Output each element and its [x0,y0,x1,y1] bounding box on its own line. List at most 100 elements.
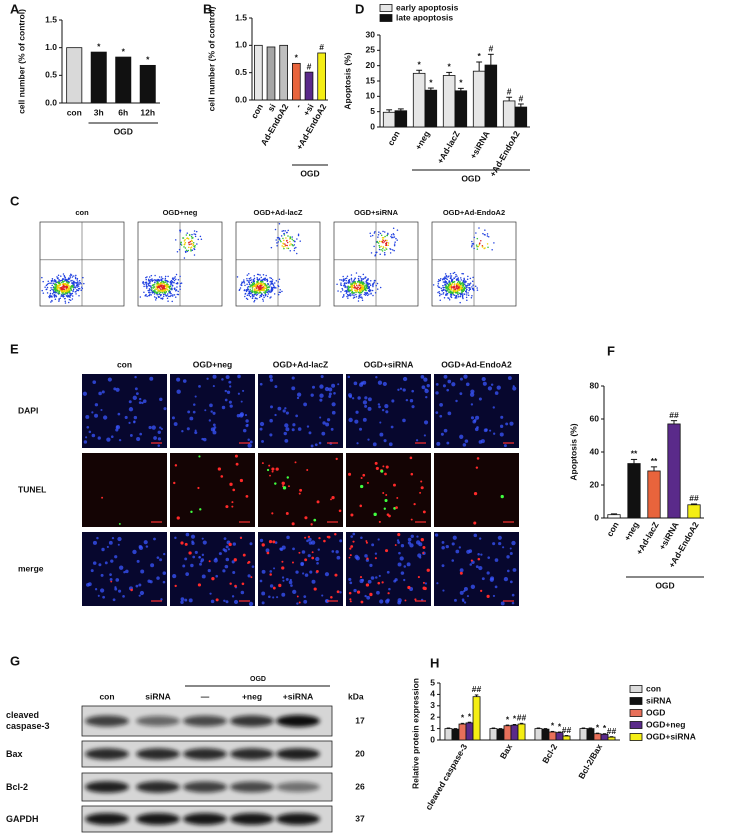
event-dot [287,235,289,237]
event-dot [170,279,173,282]
event-dot [354,286,357,288]
event-dot [456,278,459,281]
cells [434,533,517,606]
event-dot [293,249,295,252]
y-tick-label: 1.0 [235,40,247,50]
nucleus [157,430,161,434]
nucleus [279,547,283,551]
event-dot [246,283,248,285]
event-dot [356,281,359,283]
panel-label: F [607,343,615,358]
event-dot [186,250,189,253]
nucleus [396,539,400,542]
event-dot [448,288,450,291]
event-dot [273,286,276,288]
nucleus [117,536,122,542]
event-dot [149,282,151,285]
event-dot [167,275,169,278]
event-dot [282,237,284,240]
tunel-cell [299,488,303,492]
event-dot [256,293,259,295]
nucleus [101,547,105,552]
tunel-cell [229,482,233,486]
group-label: OGD [300,168,319,178]
blot-band [85,781,129,793]
event-dot [351,291,354,294]
event-dot [465,296,468,299]
nucleus [215,574,218,578]
event-dot [455,294,458,297]
event-dot [80,289,82,292]
nucleus [482,381,487,386]
event-dot [162,293,165,295]
event-dot [60,295,62,298]
event-dot [383,241,386,243]
tunel-cell [285,512,289,515]
nucleus [296,602,299,605]
event-dot [484,229,486,231]
event-dot [257,289,259,292]
event-dot [71,295,74,297]
nucleus [500,415,504,419]
nucleus [194,429,197,432]
event-dot [343,294,345,296]
event-dot [271,280,273,283]
event-dot [461,284,464,286]
event-dot [264,279,266,281]
event-dot [363,293,366,296]
event-dot [281,230,283,232]
event-dot [143,285,145,288]
event-dot [157,278,159,281]
event-dot [262,300,265,302]
event-dot [71,298,74,300]
event-dot [58,281,61,284]
tunel-cell [281,481,285,485]
tunel-cell [366,557,369,560]
event-dot [455,297,458,299]
nucleus [423,420,429,425]
tunel-cell [118,522,121,525]
group-label: OGD [461,173,480,183]
bar [451,728,460,741]
nucleus [324,598,330,604]
event-dot [150,294,152,296]
nucleus [227,548,231,551]
event-dot [58,286,61,289]
event-dot [185,234,188,236]
event-dot [289,238,291,240]
event-dot [266,295,269,298]
event-dot [295,246,297,249]
cells [473,457,504,525]
event-dot [72,288,75,291]
y-tick-label: 1 [430,723,435,733]
nucleus [441,545,445,550]
tunel-cell [242,553,246,557]
event-dot [76,283,78,285]
event-dot [371,289,374,292]
nucleus [355,556,360,561]
nucleus [145,545,149,548]
event-dot [54,287,56,290]
event-dot [195,230,198,233]
event-dot [279,289,281,291]
event-dot [185,249,188,252]
tunel-cell [336,590,340,594]
nucleus [325,422,330,427]
event-dot [386,234,389,237]
event-dot [283,232,285,235]
event-dot [174,296,177,298]
event-dot [74,282,77,284]
event-dot [357,277,360,280]
event-dot [173,294,176,296]
nucleus [115,387,120,392]
nucleus [423,434,426,437]
nucleus [353,588,357,593]
nucleus [296,392,302,397]
nucleus [487,556,491,559]
event-dot [351,289,353,291]
nucleus [376,590,380,595]
event-dot [449,283,452,285]
nucleus [459,377,463,381]
nucleus [478,537,482,540]
event-dot [357,297,360,299]
